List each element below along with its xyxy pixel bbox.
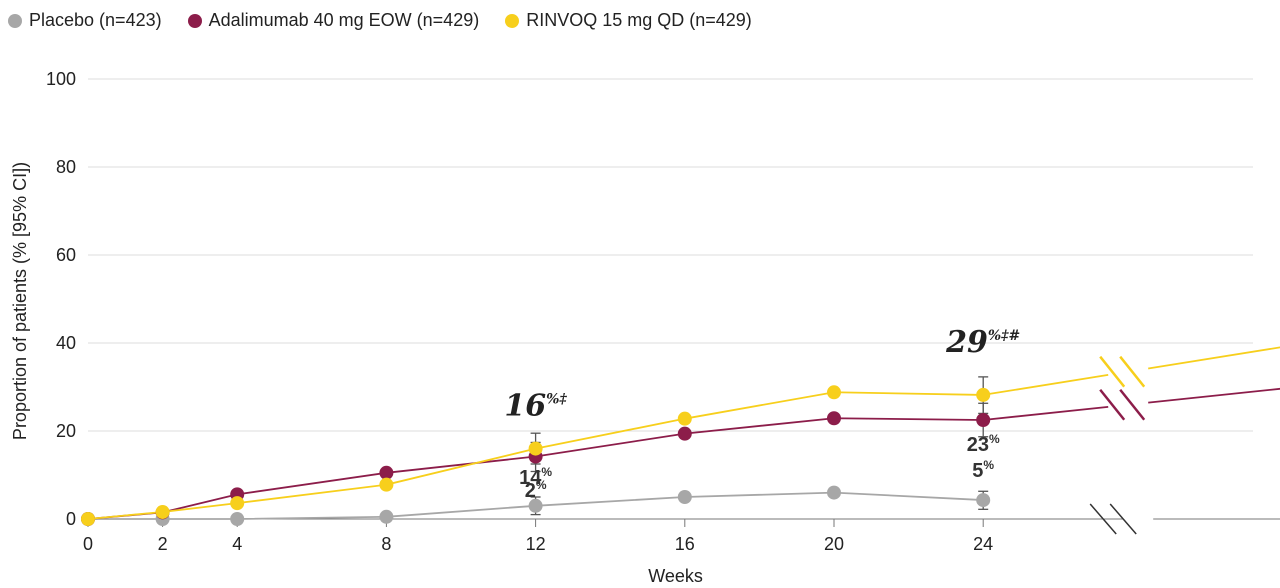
x-tick-label: 4 — [232, 534, 242, 554]
data-point-series-0 — [976, 493, 991, 508]
gridlines — [88, 78, 1253, 432]
series-break-2-b — [1119, 355, 1146, 388]
value-label-adalimumab-wk24: 23% — [967, 432, 1000, 456]
y-tick-label: 20 — [56, 421, 76, 441]
series-line-1 — [87, 417, 984, 520]
series-break-2-a — [1099, 355, 1126, 388]
axis-breaks — [1089, 503, 1137, 535]
x-axis-break-a — [1089, 503, 1117, 535]
data-point-series-2 — [379, 477, 394, 492]
data-point-series-0 — [230, 512, 245, 526]
value-label-placebo-wk24: 5% — [972, 458, 994, 482]
x-tick-label: 0 — [83, 534, 93, 554]
series-line-1-to-break — [983, 405, 1109, 421]
data-point-series-1 — [827, 411, 841, 426]
legend-label-placebo: Placebo (n=423) — [29, 10, 162, 30]
series-line-0 — [88, 491, 984, 520]
legend-label-rinvoq: RINVOQ 15 mg QD (n=429) — [526, 10, 752, 30]
y-tick-label: 100 — [46, 69, 76, 89]
data-point-series-0 — [677, 490, 692, 504]
x-axis-title: Weeks — [648, 566, 703, 586]
series-points — [81, 385, 991, 526]
data-point-series-2 — [81, 512, 95, 526]
data-point-series-0 — [528, 498, 543, 513]
legend-label-adalimumab: Adalimumab 40 mg EOW (n=429) — [208, 10, 480, 30]
legend-item-rinvoq: RINVOQ 15 mg QD (n=429) — [505, 10, 752, 31]
y-tick-label: 0 — [66, 509, 76, 529]
x-tick-label: 20 — [824, 534, 844, 554]
data-point-series-2 — [230, 496, 245, 511]
legend-dot-rinvoq — [505, 13, 520, 28]
data-point-series-1 — [677, 426, 692, 441]
data-point-series-2 — [155, 504, 170, 519]
data-point-series-1 — [379, 465, 394, 480]
x-axis: 02481216202456 — [83, 518, 1280, 554]
x-tick-label: 24 — [973, 534, 993, 554]
series-line-2 — [87, 391, 984, 520]
data-point-series-2 — [976, 387, 991, 402]
value-label-adalimumab-wk12: 14% — [519, 465, 552, 489]
value-label-rinvoq-wk24: 29%‡# — [945, 325, 1020, 360]
y-tick-label: 60 — [56, 245, 76, 265]
x-tick-label: 16 — [675, 534, 695, 554]
series-break-1-a — [1099, 388, 1126, 421]
data-point-series-2 — [677, 411, 692, 426]
value-label-placebo-wk12: 2% — [525, 478, 547, 502]
value-label-rinvoq-wk12: 16%‡ — [504, 389, 567, 424]
series-line-2-from-break — [1148, 346, 1280, 370]
series-line-2-to-break — [983, 374, 1109, 396]
data-point-series-2 — [827, 385, 841, 400]
legend: Placebo (n=423) Adalimumab 40 mg EOW (n=… — [8, 10, 778, 31]
y-tick-label: 40 — [56, 333, 76, 353]
y-axis-title: Proportion of patients (% [95% CI]) — [10, 162, 30, 440]
x-tick-label: 8 — [381, 534, 391, 554]
data-point-series-0 — [379, 509, 394, 524]
y-tick-label: 80 — [56, 157, 76, 177]
series-line-1-from-break — [1148, 387, 1280, 404]
legend-dot-adalimumab — [187, 13, 202, 28]
y-axis-ticks: 0 20 40 60 80 100 — [46, 69, 76, 529]
legend-item-placebo: Placebo (n=423) — [8, 10, 162, 31]
x-tick-label: 2 — [158, 534, 168, 554]
data-point-series-1 — [976, 413, 991, 427]
legend-dot-placebo — [8, 13, 22, 28]
value-labels: 16%‡29%‡#41%¥2%14%23%5%31% — [504, 325, 1020, 502]
data-point-series-2 — [528, 441, 543, 456]
data-point-series-0 — [827, 485, 841, 500]
series-break-1-b — [1119, 388, 1146, 421]
x-tick-label: 12 — [526, 534, 546, 554]
legend-item-adalimumab: Adalimumab 40 mg EOW (n=429) — [187, 10, 480, 31]
x-axis-break-b — [1109, 503, 1137, 535]
series-lines — [87, 346, 1280, 520]
